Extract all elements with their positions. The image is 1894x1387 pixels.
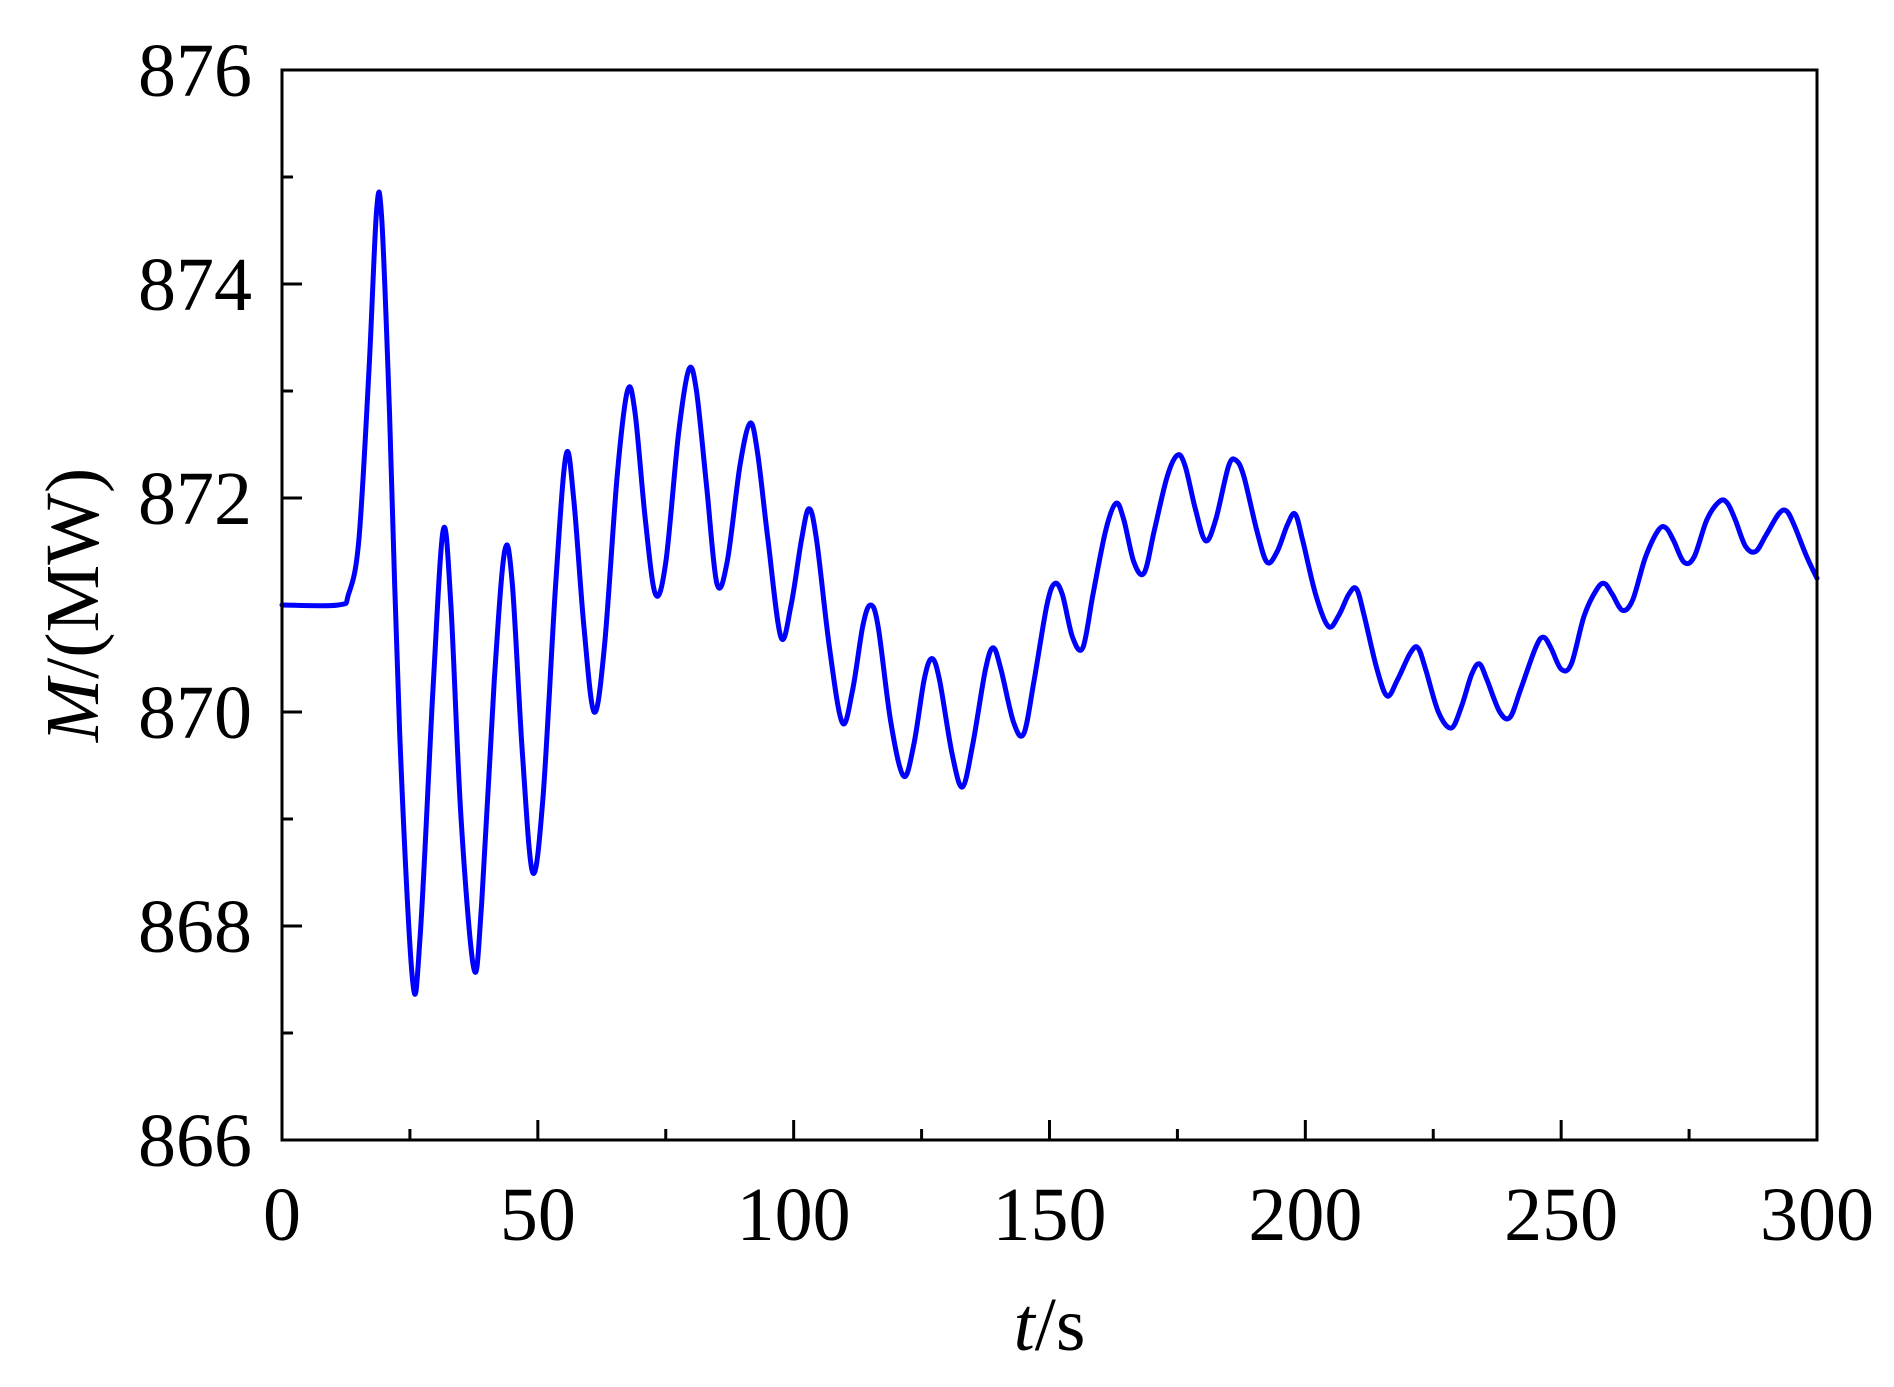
tick-labels: 0 50 100 150 200 250 300 866 868 870 872 874 876 [138,29,1874,1257]
y-tick-label: 868 [138,885,252,969]
x-tick-label: 50 [500,1173,576,1257]
x-axis-title-symbol: t [1014,1283,1037,1367]
x-axis-title-unit: /s [1035,1283,1086,1367]
x-tick-label: 250 [1504,1173,1618,1257]
y-tick-label: 866 [138,1099,252,1183]
x-tick-label: 300 [1760,1173,1874,1257]
y-axis-title: M/(MW) [31,468,115,743]
y-tick-label: 872 [138,457,252,541]
y-axis-title-symbol: M [31,675,115,743]
y-tick-label: 876 [138,29,252,113]
x-tick-label: 200 [1248,1173,1362,1257]
x-tick-label: 150 [993,1173,1107,1257]
plot-frame [280,68,1819,1142]
series-line [279,189,1820,997]
x-axis-title: t/s [1014,1283,1086,1367]
y-tick-label: 870 [138,671,252,755]
x-tick-label: 100 [737,1173,851,1257]
x-tick-label: 0 [263,1173,301,1257]
y-axis-title-unit: /(MW) [31,468,115,679]
y-tick-label: 874 [138,243,252,327]
